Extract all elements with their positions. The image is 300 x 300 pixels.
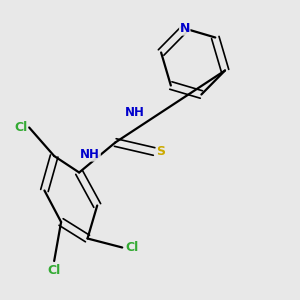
Text: NH: NH (125, 106, 145, 119)
Text: Cl: Cl (47, 265, 61, 278)
Text: Cl: Cl (126, 241, 139, 254)
Text: N: N (179, 22, 190, 35)
Text: Cl: Cl (14, 121, 28, 134)
Text: NH: NH (80, 148, 100, 161)
Text: S: S (156, 145, 165, 158)
